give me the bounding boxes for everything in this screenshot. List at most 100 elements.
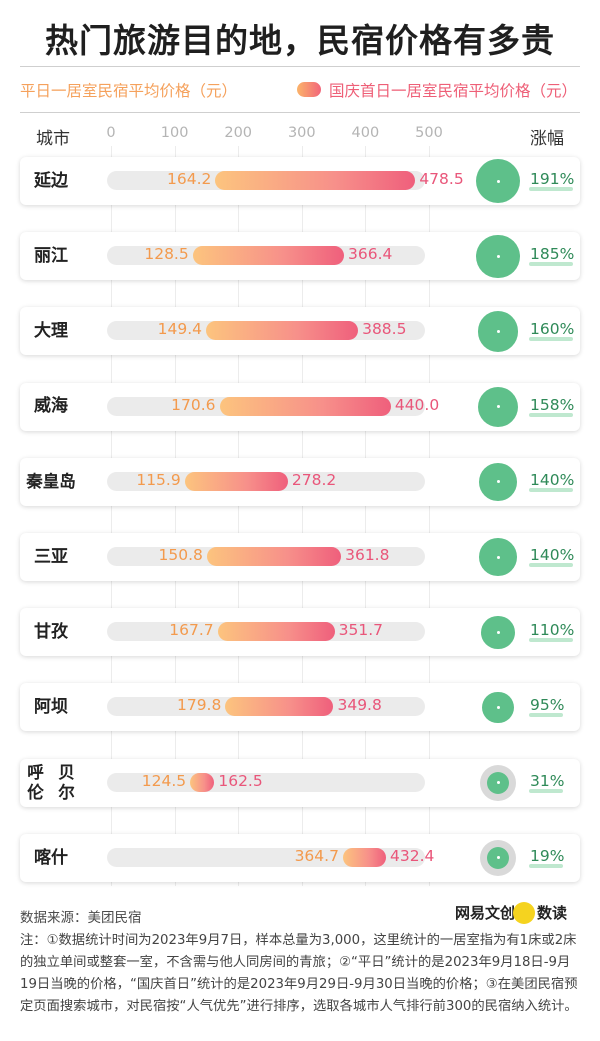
weekday-value-label: 124.5 <box>141 771 187 790</box>
growth-label: 191% <box>530 170 575 188</box>
price-range-bar <box>215 171 416 190</box>
weekday-value-label: 179.8 <box>176 696 222 715</box>
growth-underline <box>529 487 573 492</box>
category-label-line: 呼伦 <box>27 762 44 802</box>
x-gridline <box>429 146 430 886</box>
price-range-bar <box>206 321 359 341</box>
growth-label: 95% <box>530 696 565 715</box>
legend-holiday: 国庆首日一居室民宿平均价格（元） <box>329 82 578 100</box>
x-gridline <box>111 146 112 886</box>
legend-divider <box>20 112 580 113</box>
growth-bubble-center <box>496 329 500 333</box>
growth-underline <box>529 187 573 191</box>
growth-label: 158% <box>530 395 575 414</box>
category-label: 呼伦 贝尔 <box>20 759 82 807</box>
holiday-value-label: 349.8 <box>337 696 382 715</box>
x-tick-label: 300 <box>287 125 316 141</box>
growth-bubble-center <box>496 555 500 559</box>
price-range-bar <box>190 772 215 792</box>
x-gridline <box>174 146 176 886</box>
growth-bubble-center <box>496 705 500 709</box>
category-label: 威海 <box>20 383 82 431</box>
growth-underline <box>529 337 573 342</box>
category-label-line: 甘孜 <box>34 621 68 642</box>
category-label: 丽江 <box>20 232 82 280</box>
holiday-value-label: 361.8 <box>345 546 390 564</box>
header-growth: 涨幅 <box>530 129 564 149</box>
growth-underline <box>529 713 563 718</box>
holiday-value-label: 388.5 <box>362 320 407 339</box>
category-label-line: 阿坝 <box>34 697 68 718</box>
legend-swatch <box>297 82 321 97</box>
x-tick-label: 400 <box>351 125 380 141</box>
growth-bubble-center <box>496 781 500 785</box>
growth-underline <box>529 563 573 567</box>
category-label-line: 丽江 <box>34 245 68 266</box>
growth-underline <box>529 638 573 643</box>
weekday-value-label: 164.2 <box>167 170 212 188</box>
category-label-line: 三亚 <box>34 546 68 567</box>
x-gridline <box>365 146 367 886</box>
growth-label: 140% <box>530 546 575 564</box>
legend: 平日一居室民宿平均价格（元） 国庆首日一居室民宿平均价格（元） <box>20 79 580 101</box>
category-label: 阿坝 <box>20 683 82 731</box>
weekday-value-label: 167.7 <box>169 621 214 640</box>
growth-label: 160% <box>530 320 575 339</box>
x-gridline <box>238 146 240 886</box>
category-label-line: 喀什 <box>34 847 68 868</box>
page-title: 热门旅游目的地，民宿价格有多贵 <box>45 21 555 60</box>
growth-label: 31% <box>530 771 565 790</box>
holiday-value-label: 162.5 <box>218 771 263 790</box>
holiday-value-label: 278.2 <box>291 470 337 489</box>
x-tick-label: 0 <box>106 125 116 141</box>
growth-label: 19% <box>530 846 565 865</box>
growth-bubble-center <box>496 630 500 634</box>
weekday-value-label: 115.9 <box>136 470 181 489</box>
data-source: 数据来源：美团民宿 <box>20 910 142 926</box>
growth-underline <box>529 262 573 267</box>
growth-label: 110% <box>530 621 575 640</box>
legend-weekday: 平日一居室民宿平均价格（元） <box>20 82 238 100</box>
bar-track <box>107 772 425 792</box>
price-range-bar <box>184 471 288 491</box>
holiday-value-label: 351.7 <box>338 621 384 640</box>
holiday-value-label: 366.4 <box>348 245 393 264</box>
price-range-bar <box>219 396 391 416</box>
holiday-value-label: 432.4 <box>390 846 435 865</box>
growth-label: 185% <box>530 245 575 264</box>
growth-label: 140% <box>530 470 575 489</box>
category-label: 秦皇岛 <box>20 458 82 506</box>
growth-bubble-center <box>496 856 500 860</box>
price-range-bar <box>192 246 345 266</box>
category-label: 三亚 <box>20 533 82 581</box>
brand-shudu: 数读 <box>537 904 568 922</box>
x-gridline <box>301 146 303 886</box>
x-tick-label: 200 <box>224 125 253 141</box>
footnote: 注：①数据统计时间为2023年9月7日，样本总量为3,000，这里统计的一居室指… <box>20 933 578 1014</box>
holiday-value-label: 440.0 <box>394 395 440 414</box>
growth-underline <box>529 863 563 868</box>
category-label: 大理 <box>20 307 82 355</box>
category-label-line: 威海 <box>34 396 68 417</box>
title-divider <box>20 66 580 67</box>
header-city: 城市 <box>36 129 70 149</box>
brand-netease: 网易文创 <box>455 904 516 922</box>
growth-bubble-center <box>496 405 500 409</box>
weekday-value-label: 128.5 <box>144 245 189 264</box>
category-label-line: 贝尔 <box>58 762 75 802</box>
category-label-line: 秦皇岛 <box>26 471 76 491</box>
weekday-value-label: 149.4 <box>157 320 203 339</box>
weekday-value-label: 170.6 <box>171 395 216 414</box>
brand-ball-icon <box>513 902 535 924</box>
growth-bubble-center <box>496 254 500 258</box>
price-range-bar <box>342 847 386 867</box>
growth-underline <box>529 788 563 793</box>
category-label: 甘孜 <box>20 608 82 656</box>
weekday-value-label: 150.8 <box>158 546 203 564</box>
growth-underline <box>529 412 573 417</box>
x-tick-label: 500 <box>415 125 443 141</box>
category-label: 延边 <box>20 157 82 205</box>
category-label-line: 大理 <box>34 321 68 342</box>
price-range-bar <box>206 547 342 566</box>
price-range-bar <box>217 622 335 642</box>
